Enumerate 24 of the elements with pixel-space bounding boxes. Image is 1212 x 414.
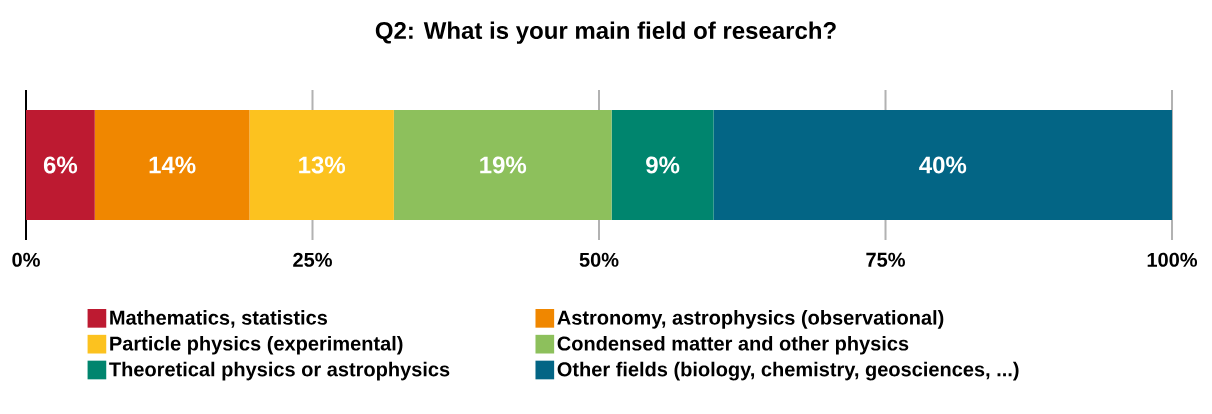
data-label: 9% xyxy=(646,156,680,174)
data-label: 40% xyxy=(919,156,967,174)
chart-title: Q2: What is your main field of research? xyxy=(375,21,836,44)
x-tick-label: 50% xyxy=(579,252,619,267)
legend-label: Mathematics, statistics xyxy=(110,310,328,328)
legend-label: Other fields (biology, chemistry, geosciences, ...) xyxy=(557,361,1019,381)
x-tick-label: 25% xyxy=(293,252,332,267)
x-tick-label: 75% xyxy=(866,252,905,267)
legend-label: Astronomy, astrophysics (observational) xyxy=(557,310,944,329)
bar xyxy=(26,110,95,220)
data-label: 19% xyxy=(480,156,527,174)
legend-label: Theoretical physics or astrophysics xyxy=(109,361,450,381)
data-label: 14% xyxy=(149,156,196,174)
data-label: 6% xyxy=(43,156,78,174)
data-label: 13% xyxy=(299,156,346,174)
bar xyxy=(94,110,250,220)
bar xyxy=(393,110,612,220)
legend-label: Condensed matter and other physics xyxy=(557,335,909,355)
x-tick-label: 100% xyxy=(1147,252,1198,267)
x-tick-label: 0% xyxy=(12,252,40,267)
bar xyxy=(713,110,1173,220)
bar xyxy=(611,110,714,220)
legend-label: Particle physics (experimental) xyxy=(110,335,403,355)
bar xyxy=(249,110,394,220)
